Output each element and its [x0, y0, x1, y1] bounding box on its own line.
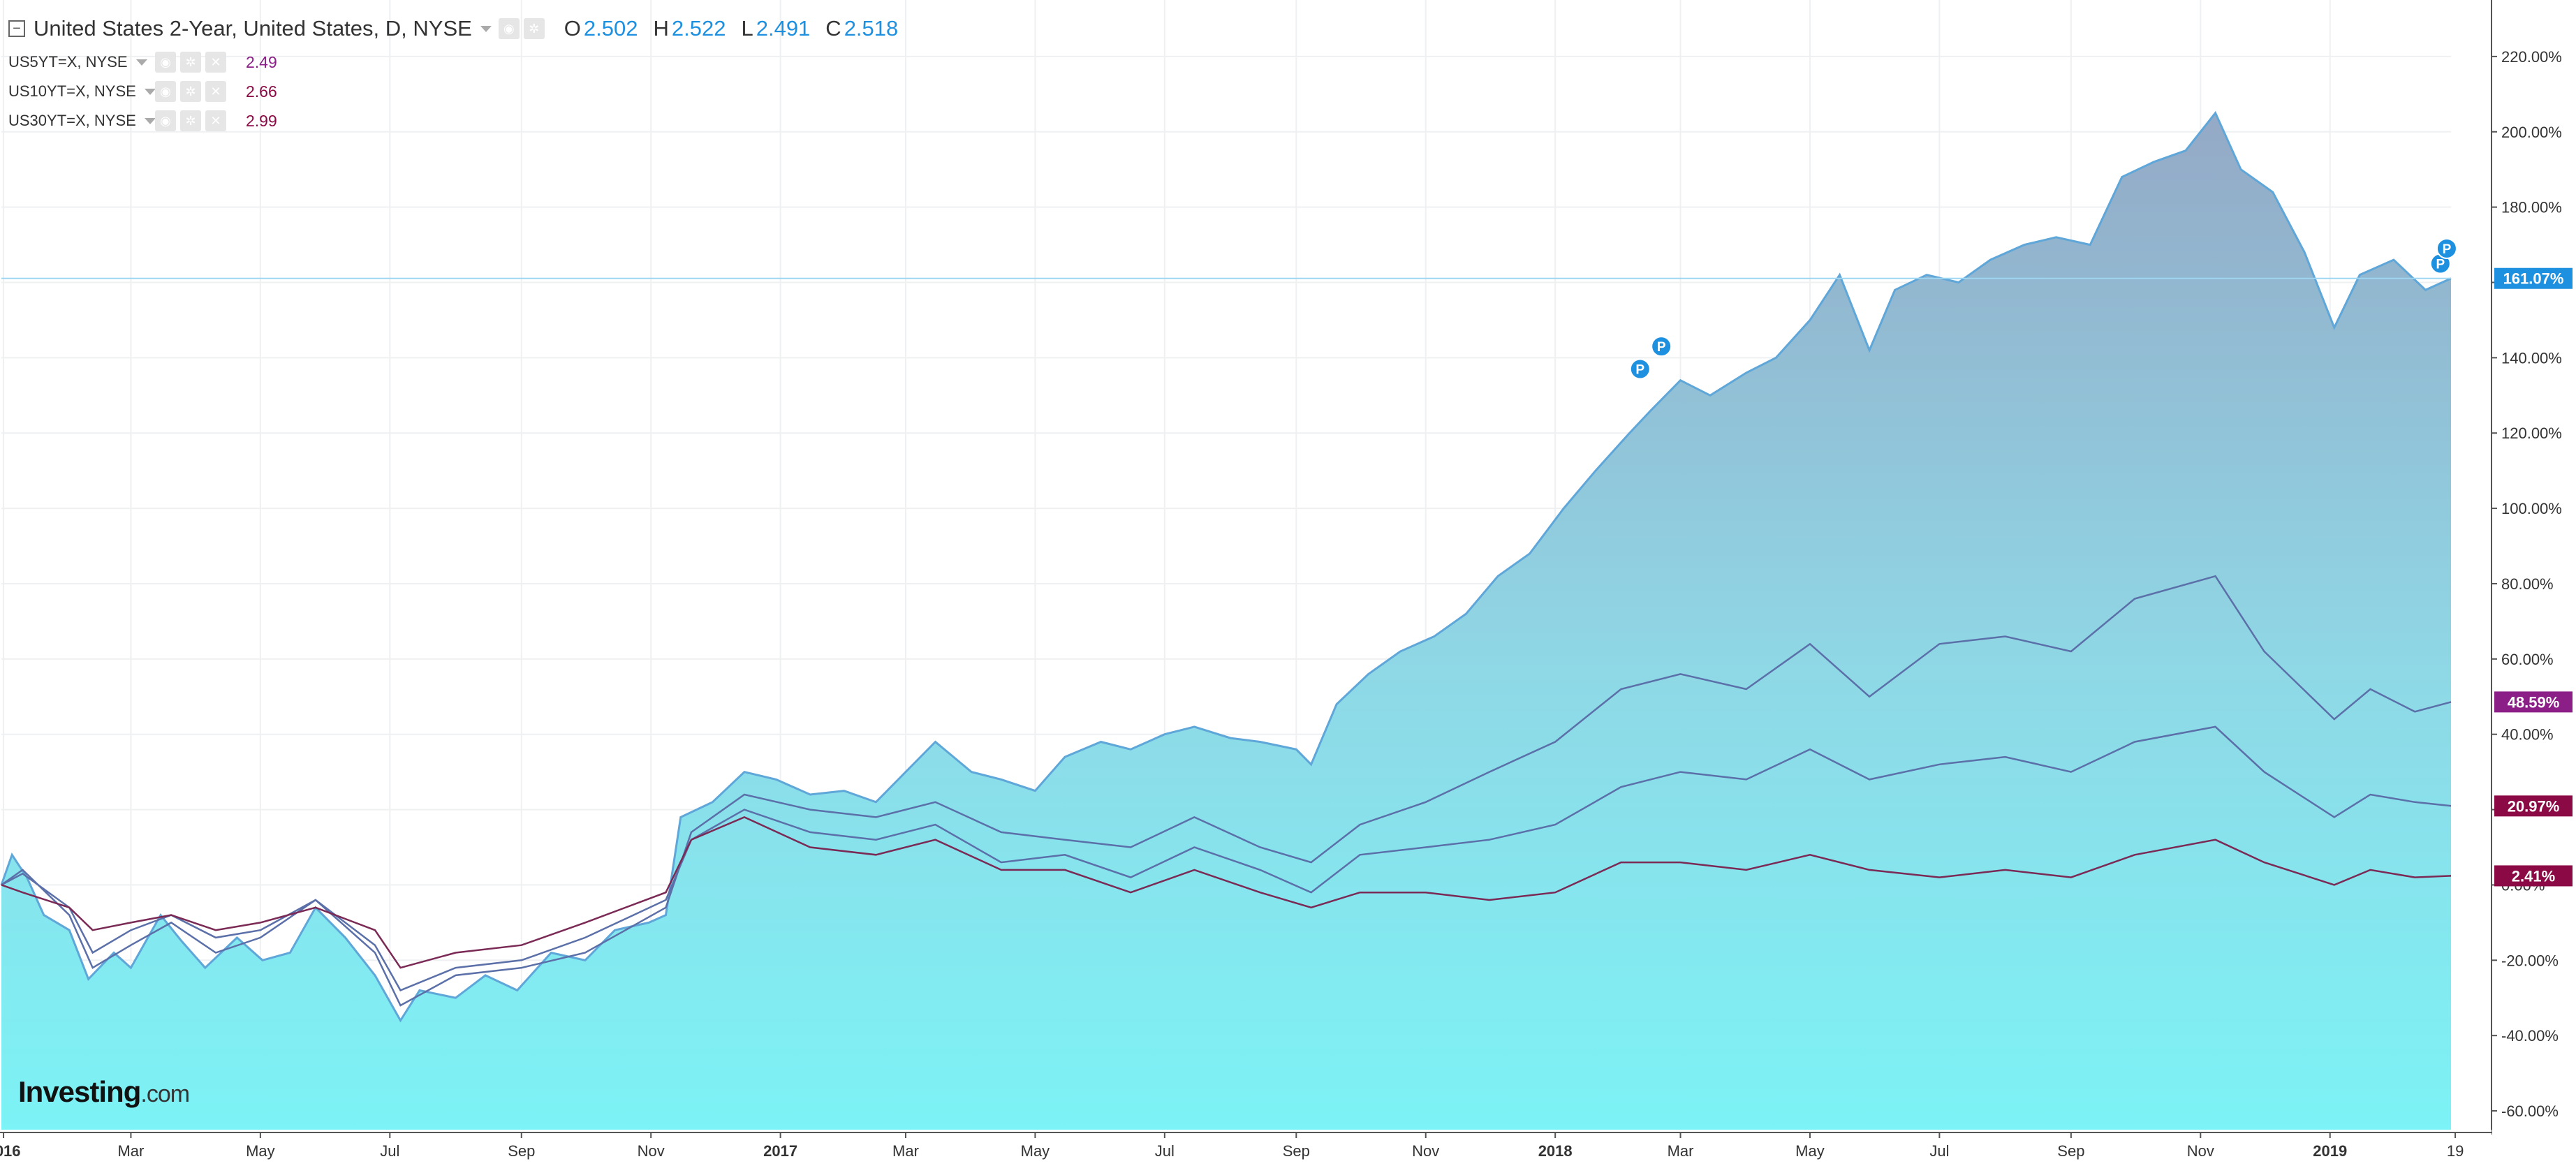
x-tick-label: May	[1795, 1142, 1825, 1160]
close-value: 2.518	[844, 16, 899, 40]
area-layer	[0, 110, 2452, 1130]
logo-domain: .com	[140, 1081, 190, 1107]
x-tick-label: Sep	[1283, 1142, 1310, 1160]
chevron-down-icon[interactable]	[135, 59, 147, 66]
open-value: 2.502	[583, 16, 638, 40]
event-marker-icon[interactable]	[1629, 358, 1651, 380]
series-end-label-box	[2494, 267, 2573, 289]
event-marker-label[interactable]: P	[2436, 258, 2445, 272]
y-tick-label: 200.00%	[2501, 124, 2562, 141]
close-icon[interactable]: ✕	[205, 52, 226, 73]
series-end-label: 161.07%	[2503, 270, 2564, 288]
eye-icon[interactable]: ◉	[155, 110, 176, 131]
event-marker-label[interactable]: P	[1635, 363, 1644, 378]
y-tick-label: 180.00%	[2501, 199, 2562, 216]
x-tick-label: Sep	[508, 1142, 535, 1160]
close-icon[interactable]: ✕	[205, 81, 226, 102]
x-tick-label: 2016	[0, 1142, 21, 1160]
series-line-us30y	[1, 816, 2452, 969]
event-marker-label[interactable]: P	[1657, 340, 1666, 355]
comparison-value: 2.99	[246, 111, 277, 130]
investing-logo[interactable]: Investing.com	[18, 1075, 190, 1109]
comparison-row-us5y: US5YT=X, NYSE ◉ ✲ ✕ 2.49	[8, 47, 898, 77]
x-axis-panel	[0, 1130, 2492, 1166]
comparison-symbol: US10YT=X, NYSE	[8, 82, 136, 100]
event-marker-icon[interactable]	[1651, 336, 1672, 357]
eye-icon[interactable]: ◉	[155, 52, 176, 73]
y-tick-label: 100.00%	[2501, 500, 2562, 517]
y-axis[interactable]: -60.00%-40.00%-20.00%0.00%20.00%40.00%60…	[2491, 0, 2576, 1166]
x-tick-label: 2018	[1538, 1142, 1573, 1160]
x-tick-label: May	[1021, 1142, 1050, 1160]
comparison-symbol: US5YT=X, NYSE	[8, 53, 128, 71]
gear-icon[interactable]: ✲	[180, 81, 201, 102]
x-tick-label: 2017	[763, 1142, 797, 1160]
high-value: 2.522	[671, 16, 726, 40]
y-tick-label: 140.00%	[2501, 349, 2562, 367]
close-icon[interactable]: ✕	[205, 110, 226, 131]
x-tick-label: Sep	[2057, 1142, 2084, 1160]
comparison-value: 2.49	[246, 52, 277, 71]
x-tick-label: Jul	[1155, 1142, 1175, 1160]
gear-icon[interactable]: ✲	[180, 110, 201, 131]
logo-name: Investing	[18, 1075, 141, 1108]
series-lines	[1, 575, 2452, 1007]
x-tick-label: Nov	[2187, 1142, 2214, 1160]
gear-icon[interactable]: ✲	[523, 18, 545, 39]
series-end-label: 2.41%	[2512, 867, 2555, 885]
low-value: 2.491	[756, 16, 811, 40]
chevron-down-icon[interactable]	[480, 25, 492, 32]
open-key: O	[564, 16, 581, 40]
y-tick-label: -60.00%	[2501, 1102, 2559, 1120]
area-fill-us2y	[1, 112, 2451, 1130]
x-tick-label: May	[246, 1142, 275, 1160]
y-tick-label: 220.00%	[2501, 48, 2562, 66]
main-series-row: − United States 2-Year, United States, D…	[8, 10, 898, 47]
y-tick-label: 40.00%	[2501, 726, 2554, 744]
low-key: L	[741, 16, 753, 40]
y-tick-label: 80.00%	[2501, 575, 2554, 593]
gear-icon[interactable]: ✲	[180, 52, 201, 73]
x-tick-label: Nov	[638, 1142, 665, 1160]
series-end-label-box	[2494, 865, 2573, 887]
comparison-row-us10y: US10YT=X, NYSE ◉ ✲ ✕ 2.66	[8, 77, 898, 106]
series-end-label: 48.59%	[2508, 693, 2560, 711]
x-tick-label: Mar	[892, 1142, 919, 1160]
chevron-down-icon[interactable]	[144, 117, 156, 124]
x-tick-label: 2019	[2313, 1142, 2347, 1160]
collapse-icon[interactable]: −	[8, 20, 25, 37]
x-axis[interactable]: 2016 Mar May Jul Sep Nov 2017 Mar May Jul Sep Nov 20…	[0, 1130, 2492, 1166]
eye-icon[interactable]: ◉	[498, 18, 520, 39]
series-line-us10y	[1, 725, 2452, 991]
event-marker-icon[interactable]	[2436, 237, 2457, 259]
y-axis-panel	[2492, 0, 2576, 1166]
y-tick-label: 60.00%	[2501, 651, 2554, 668]
series-end-label-box	[2494, 795, 2573, 817]
comparison-symbol: US30YT=X, NYSE	[8, 112, 136, 129]
event-marker-label[interactable]: P	[2443, 242, 2452, 257]
x-tick-label: Mar	[1668, 1142, 1694, 1160]
y-tick-label: -20.00%	[2501, 952, 2559, 969]
high-key: H	[653, 16, 669, 40]
chevron-down-icon[interactable]	[144, 88, 156, 95]
x-tick-label: 19	[2447, 1142, 2464, 1160]
x-tick-label: Mar	[117, 1142, 144, 1160]
series-line-us5y	[1, 575, 2452, 1007]
series-title: United States 2-Year, United States, D, …	[34, 16, 472, 40]
series-end-label: 20.97%	[2508, 797, 2560, 815]
y-tick-label: 120.00%	[2501, 425, 2562, 442]
eye-icon[interactable]: ◉	[155, 81, 176, 102]
comparison-value: 2.66	[246, 82, 277, 101]
x-tick-label: Jul	[380, 1142, 399, 1160]
comparison-row-us30y: US30YT=X, NYSE ◉ ✲ ✕ 2.99	[8, 106, 898, 135]
close-key: C	[825, 16, 841, 40]
chart-legend: − United States 2-Year, United States, D…	[8, 10, 898, 135]
y-tick-label: -40.00%	[2501, 1027, 2559, 1045]
series-end-labels: 161.07% 48.59% 20.97% 2.41%	[2494, 267, 2573, 887]
x-tick-label: Jul	[1929, 1142, 1949, 1160]
series-end-label-box	[2494, 691, 2573, 713]
x-tick-label: Nov	[1412, 1142, 1439, 1160]
